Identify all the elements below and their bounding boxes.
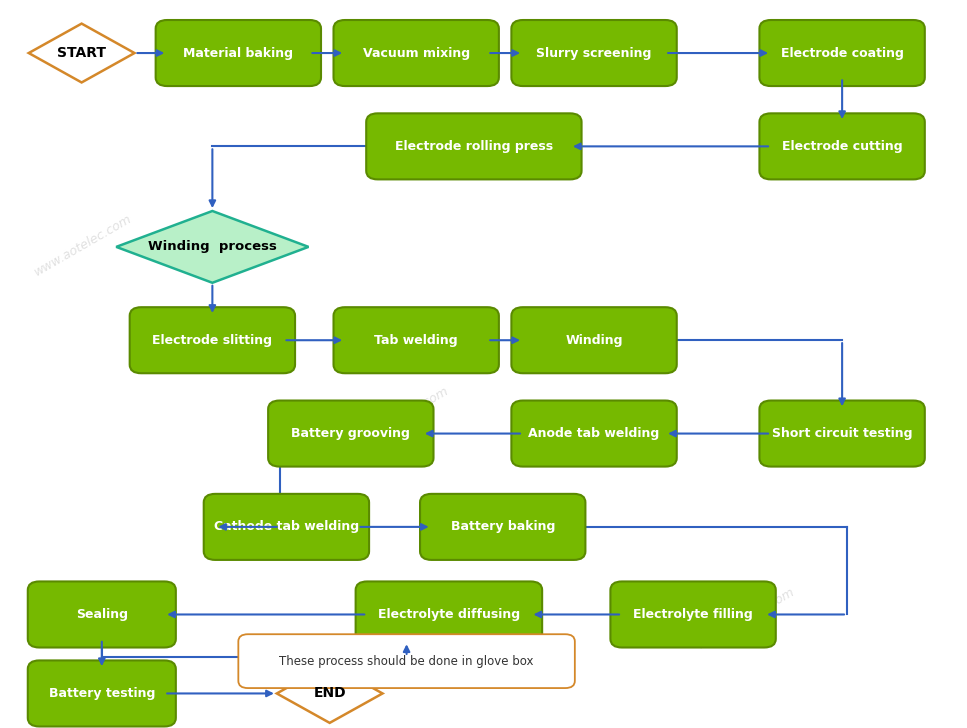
Text: These process should be done in glove box: These process should be done in glove bo…: [279, 654, 534, 668]
FancyBboxPatch shape: [610, 582, 776, 647]
FancyBboxPatch shape: [334, 20, 499, 86]
FancyBboxPatch shape: [366, 114, 581, 179]
Text: Slurry screening: Slurry screening: [537, 47, 652, 60]
Text: Sealing: Sealing: [75, 608, 128, 621]
Text: Electrode rolling press: Electrode rolling press: [395, 140, 553, 153]
Text: Electrolyte filling: Electrolyte filling: [633, 608, 753, 621]
FancyBboxPatch shape: [759, 20, 924, 86]
Text: Battery grooving: Battery grooving: [291, 427, 410, 440]
Text: Electrode coating: Electrode coating: [780, 47, 903, 60]
FancyBboxPatch shape: [334, 307, 499, 373]
Text: Electrolyte diffusing: Electrolyte diffusing: [378, 608, 520, 621]
Text: Anode tab welding: Anode tab welding: [528, 427, 659, 440]
Text: Electrode cutting: Electrode cutting: [781, 140, 902, 153]
Text: Tab welding: Tab welding: [374, 333, 458, 347]
Text: START: START: [57, 46, 106, 60]
Text: Cathode tab welding: Cathode tab welding: [214, 521, 359, 534]
FancyBboxPatch shape: [130, 307, 295, 373]
FancyBboxPatch shape: [512, 400, 677, 467]
FancyBboxPatch shape: [238, 634, 574, 688]
FancyBboxPatch shape: [268, 400, 433, 467]
Text: Short circuit testing: Short circuit testing: [772, 427, 913, 440]
Text: Vacuum mixing: Vacuum mixing: [363, 47, 470, 60]
Polygon shape: [116, 211, 308, 282]
FancyBboxPatch shape: [420, 494, 585, 560]
FancyBboxPatch shape: [356, 582, 542, 647]
Text: Electrode slitting: Electrode slitting: [153, 333, 273, 347]
Polygon shape: [29, 23, 134, 82]
FancyBboxPatch shape: [28, 582, 176, 647]
Text: www.aotelec.com: www.aotelec.com: [32, 212, 133, 279]
Text: Battery testing: Battery testing: [48, 687, 155, 700]
FancyBboxPatch shape: [156, 20, 321, 86]
Text: Winding  process: Winding process: [148, 240, 277, 253]
Text: Material baking: Material baking: [184, 47, 293, 60]
Text: Winding: Winding: [566, 333, 623, 347]
FancyBboxPatch shape: [28, 660, 176, 727]
FancyBboxPatch shape: [204, 494, 369, 560]
Text: www.aotelec.com: www.aotelec.com: [349, 384, 452, 451]
Polygon shape: [277, 664, 383, 723]
Text: www.aotelec.com: www.aotelec.com: [695, 585, 798, 652]
FancyBboxPatch shape: [759, 400, 924, 467]
FancyBboxPatch shape: [759, 114, 924, 179]
Text: END: END: [313, 687, 346, 700]
FancyBboxPatch shape: [512, 307, 677, 373]
Text: Battery baking: Battery baking: [451, 521, 555, 534]
FancyBboxPatch shape: [512, 20, 677, 86]
